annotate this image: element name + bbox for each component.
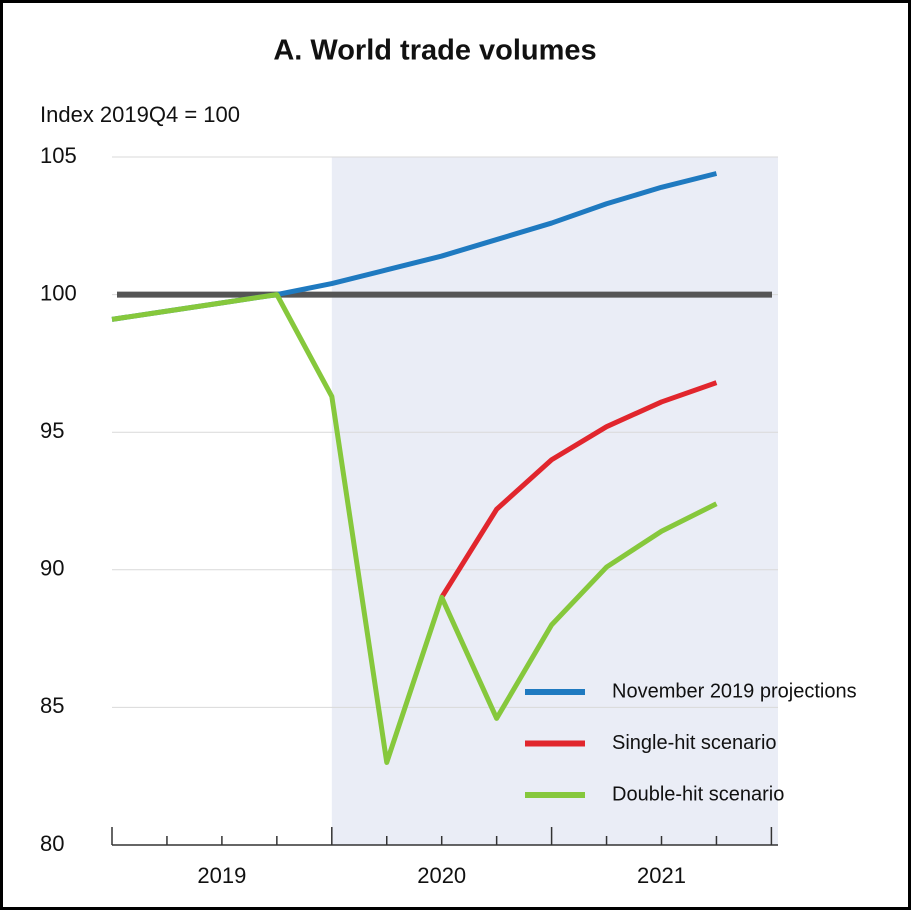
y-tick-label: 80: [40, 831, 64, 856]
y-tick-label: 95: [40, 418, 64, 443]
legend-label: Double-hit scenario: [612, 783, 784, 805]
shaded-region: [331, 157, 778, 845]
y-tick-label: 100: [40, 280, 77, 305]
series-line: [111, 292, 718, 765]
y-tick-label: 90: [40, 556, 64, 581]
y-tick-label: 105: [40, 143, 77, 168]
x-tick-label: 2019: [197, 863, 246, 888]
series-line: [439, 380, 718, 599]
axis-subtitle: Index 2019Q4 = 100: [40, 102, 240, 127]
y-tick-label: 85: [40, 693, 64, 718]
x-tick-label: 2020: [417, 863, 466, 888]
x-tick-label: 2021: [637, 863, 686, 888]
legend-label: Single-hit scenario: [612, 732, 777, 754]
chart-title: A. World trade volumes: [273, 35, 596, 67]
legend-label: November 2019 projections: [612, 680, 857, 702]
